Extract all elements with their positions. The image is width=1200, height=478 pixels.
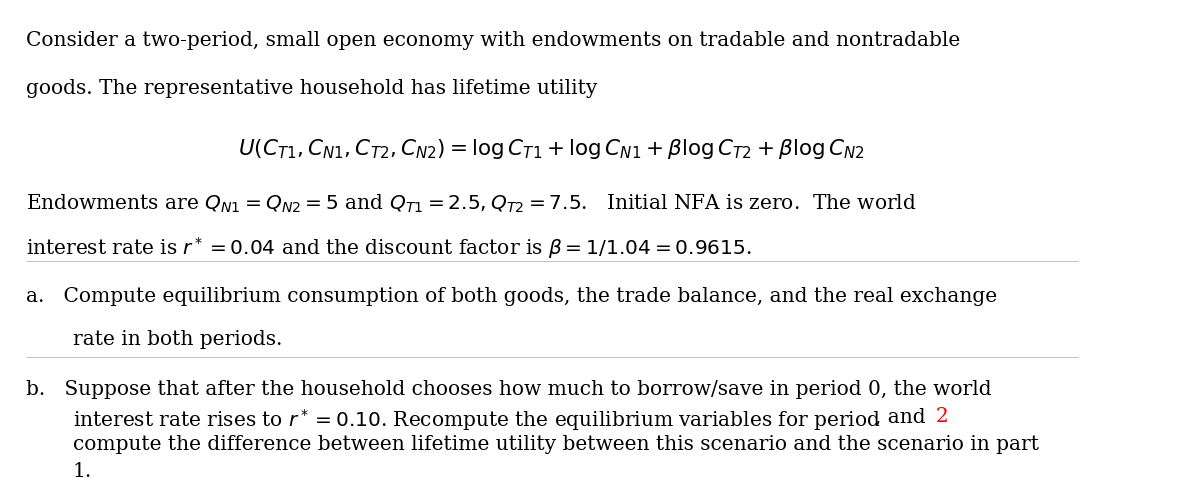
Text: goods. The representative household has lifetime utility: goods. The representative household has … — [25, 79, 596, 98]
Text: , and: , and — [875, 407, 925, 426]
Text: compute the difference between lifetime utility between this scenario and the sc: compute the difference between lifetime … — [73, 435, 1039, 455]
Text: interest rate is $r^* = 0.04$ and the discount factor is $\beta = 1/1.04 = 0.961: interest rate is $r^* = 0.04$ and the di… — [25, 236, 751, 261]
Text: 1.: 1. — [73, 462, 92, 478]
Text: b.   Suppose that after the household chooses how much to borrow/save in period : b. Suppose that after the household choo… — [25, 380, 991, 400]
Text: Consider a two-period, small open economy with endowments on tradable and nontra: Consider a two-period, small open econom… — [25, 32, 960, 51]
Text: Endowments are $Q_{N1} = Q_{N2} = 5$ and $Q_{T1} = 2.5, Q_{T2} = 7.5$.   Initial: Endowments are $Q_{N1} = Q_{N2} = 5$ and… — [25, 193, 916, 215]
Text: a.   Compute equilibrium consumption of both goods, the trade balance, and the r: a. Compute equilibrium consumption of bo… — [25, 287, 997, 306]
Text: interest rate rises to $r^* = 0.10$. Recompute the equilibrium variables for per: interest rate rises to $r^* = 0.10$. Rec… — [73, 407, 881, 434]
Text: rate in both periods.: rate in both periods. — [73, 330, 282, 349]
Text: $U(C_{T1}, C_{N1}, C_{T2}, C_{N2}) = \log C_{T1} + \log C_{N1} + \beta \log C_{T: $U(C_{T1}, C_{N1}, C_{T2}, C_{N2}) = \lo… — [239, 137, 865, 161]
Text: 2: 2 — [936, 407, 949, 426]
